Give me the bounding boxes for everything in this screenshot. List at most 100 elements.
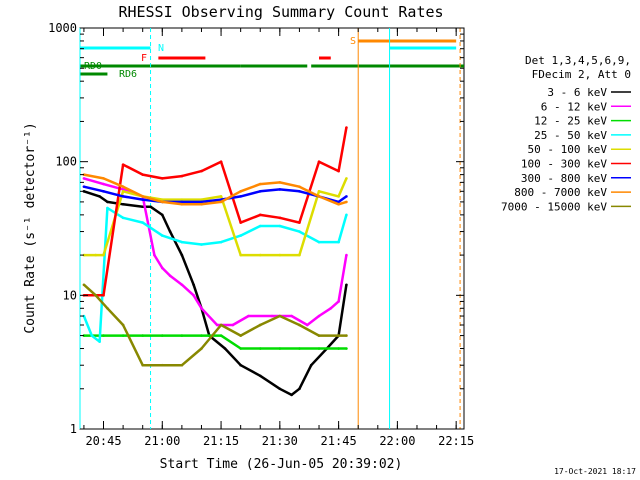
data-point [298,323,301,327]
legend-header-line: FDecim 2, Att 0 [532,68,631,81]
data-point [345,347,348,350]
data-point [168,230,172,233]
data-point [219,160,223,163]
x-tick-label: 22:15 [438,434,474,448]
data-point [219,323,223,327]
x-tick-label: 21:30 [262,434,298,448]
data-point [298,185,301,188]
data-point [239,195,242,198]
legend-entry-label: 3 - 6 keV [547,86,607,99]
data-point [258,323,262,327]
data-point [309,363,313,367]
series-line [83,177,348,327]
data-point [192,294,195,297]
data-point [141,195,144,198]
legend-entry-label: 800 - 7000 keV [514,186,607,199]
data-point [160,198,164,201]
data-point [141,173,144,176]
data-point [141,334,144,337]
data-point [102,190,105,193]
data-point [258,347,262,350]
data-point [160,213,164,217]
data-point [223,347,227,350]
data-point [200,347,203,350]
data-point [102,182,105,186]
data-point [200,169,203,173]
data-point [200,334,203,337]
data-point [239,253,242,257]
x-tick-label: 21:15 [203,434,239,448]
data-point [94,294,97,297]
series-0 [82,190,348,397]
data-point [102,294,105,297]
data-point [180,198,184,201]
y-tick-label: 1000 [48,21,77,35]
x-tick-label: 22:00 [379,434,415,448]
data-point [180,174,184,178]
data-point [106,200,109,204]
data-point [239,363,242,367]
series-line [83,283,347,367]
data-point [121,195,125,198]
y-tick-label: 1 [70,422,77,436]
data-point [317,347,321,350]
data-point [278,314,282,318]
y-tick-label: 10 [63,288,77,302]
data-point [278,181,282,184]
data-point [180,283,184,287]
data-point [337,334,340,337]
data-point [258,213,262,217]
data-point [298,253,301,257]
data-point [239,190,242,193]
series-1 [82,177,348,327]
flag-label-rd0: RD0 [84,61,102,72]
data-point [180,240,184,244]
legend-entry-label: 25 - 50 keV [534,129,607,142]
flag-label-f: F [141,53,147,64]
data-point [337,195,340,198]
data-point [121,188,125,191]
data-point [160,234,164,237]
data-point [141,205,144,209]
plot-area: NF S RD0 RD6 [79,27,465,430]
data-point [345,195,348,198]
data-point [329,306,333,310]
data-point [337,300,340,303]
data-point [290,393,293,397]
data-point [106,206,109,210]
data-point [219,240,223,244]
legend-entry-label: 100 - 300 keV [521,158,607,171]
data-point [317,160,321,163]
data-point [141,198,144,201]
data-point [215,323,219,327]
legend-entry-label: 7000 - 15000 keV [501,200,607,213]
data-point [345,200,348,204]
data-point [258,182,262,186]
legend-entry-label: 6 - 12 keV [541,100,608,113]
data-point [90,334,94,337]
legend-header-line: Det 1,3,4,5,6,9, [525,54,631,67]
data-point [239,221,242,224]
data-point [258,374,262,378]
data-point [278,216,282,220]
data-point [258,224,262,228]
data-point [239,347,242,350]
data-point [298,387,301,391]
data-point [290,314,293,318]
data-point [278,224,282,228]
data-point [337,200,340,204]
data-point [180,202,184,206]
series-6 [82,185,348,204]
data-point [121,202,125,206]
data-point [278,188,282,191]
x-tick-label: 21:00 [144,434,180,448]
data-point [345,283,348,287]
flag-label-s: S [350,36,356,47]
legend-entry-label: 300 - 800 keV [521,172,607,185]
data-point [160,363,164,367]
data-point [102,253,105,257]
data-point [180,200,184,204]
data-point [219,195,223,198]
data-point [160,177,164,180]
data-point [200,243,203,246]
